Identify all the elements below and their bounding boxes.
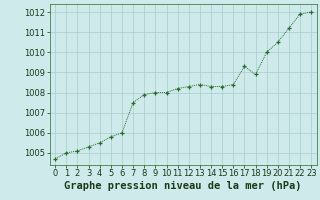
X-axis label: Graphe pression niveau de la mer (hPa): Graphe pression niveau de la mer (hPa) — [64, 181, 302, 191]
